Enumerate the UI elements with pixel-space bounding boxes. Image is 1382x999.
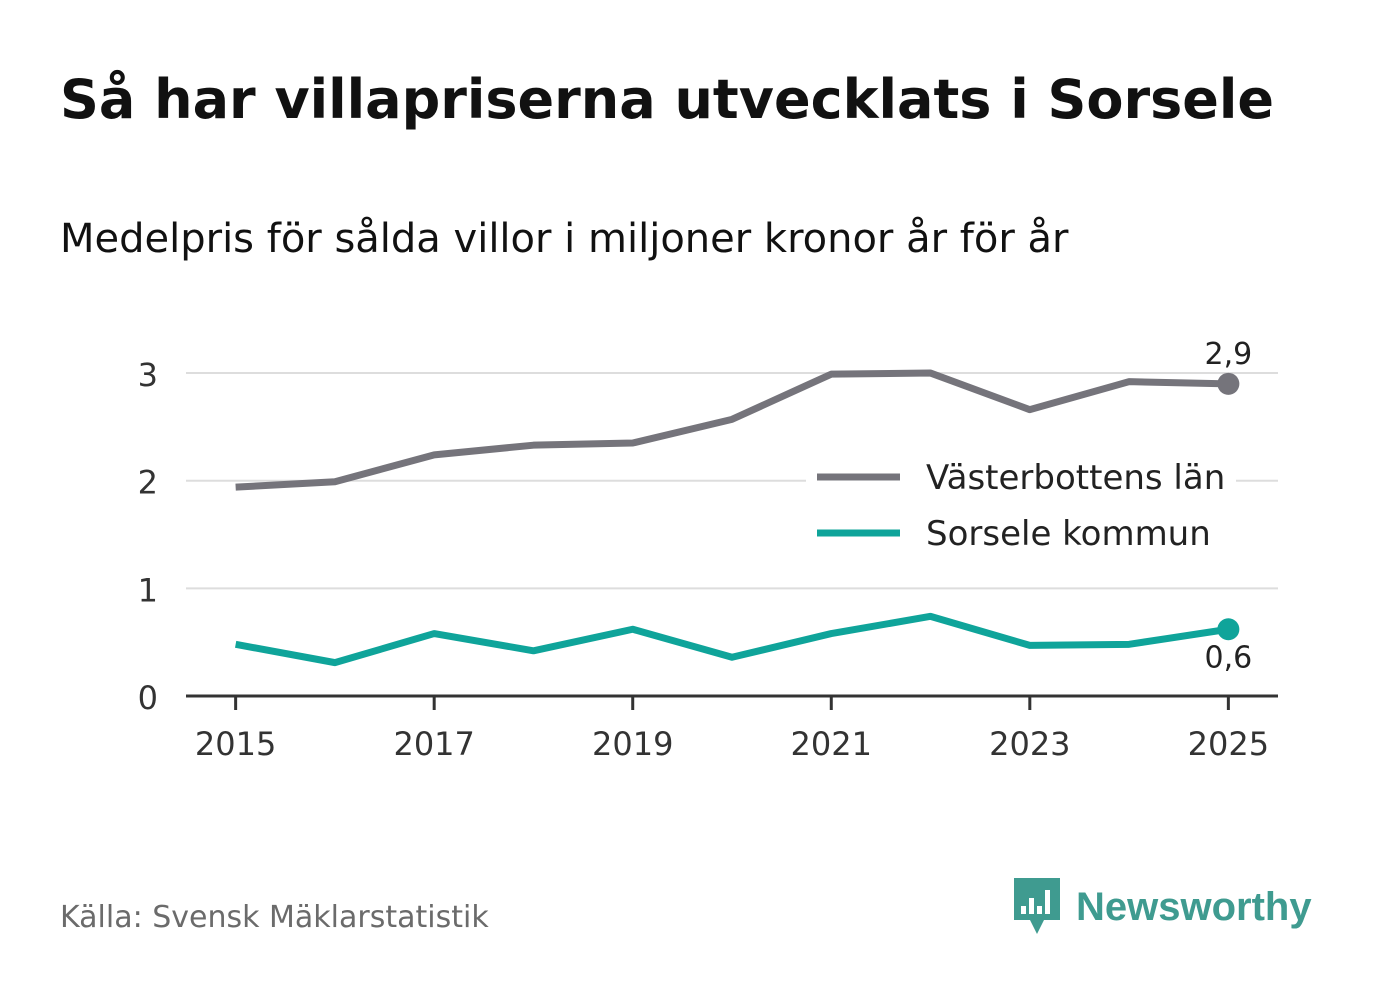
series-end-point-2 [1217,618,1240,641]
legend-label-2: Sorsele kommun [926,514,1211,554]
x-tick-label: 2015 [195,725,276,763]
end-labels: 2,9 0,6 [1205,337,1253,675]
end-label-series-2: 0,6 [1205,640,1253,675]
x-tick-label: 2021 [791,725,872,763]
series-line-1 [235,369,1229,491]
source-note: Källa: Svensk Mäklarstatistik [60,900,489,935]
brand-logo: Newsworthy [1010,876,1312,938]
legend-background [806,448,1236,564]
y-tick-label: 2 [138,464,158,502]
y-tick-label: 0 [138,679,158,717]
y-tick-label: 1 [138,571,158,609]
brand-name: Newsworthy [1076,884,1312,929]
chart-subtitle: Medelpris för sålda villor i miljoner kr… [60,216,1069,262]
x-tick-label: 2023 [989,725,1070,763]
axis-layer: 0 1 2 3 2015 2017 2019 2021 2023 2025 [138,356,1278,763]
legend: Västerbottens län Sorsele kommun [806,448,1236,564]
x-tick-label: 2019 [592,725,673,763]
end-label-series-1: 2,9 [1205,337,1253,372]
legend-label-1: Västerbottens län [926,458,1225,498]
series-line-2 [235,612,1229,667]
newsworthy-logo-icon [1014,878,1060,934]
x-tick-label: 2025 [1188,725,1269,763]
series-end-point-1 [1217,372,1240,395]
chart-title: Så har villapriserna utvecklats i Sorsel… [60,68,1275,131]
series-layer [235,369,1240,667]
y-tick-label: 3 [138,356,158,394]
x-tick-label: 2017 [393,725,474,763]
